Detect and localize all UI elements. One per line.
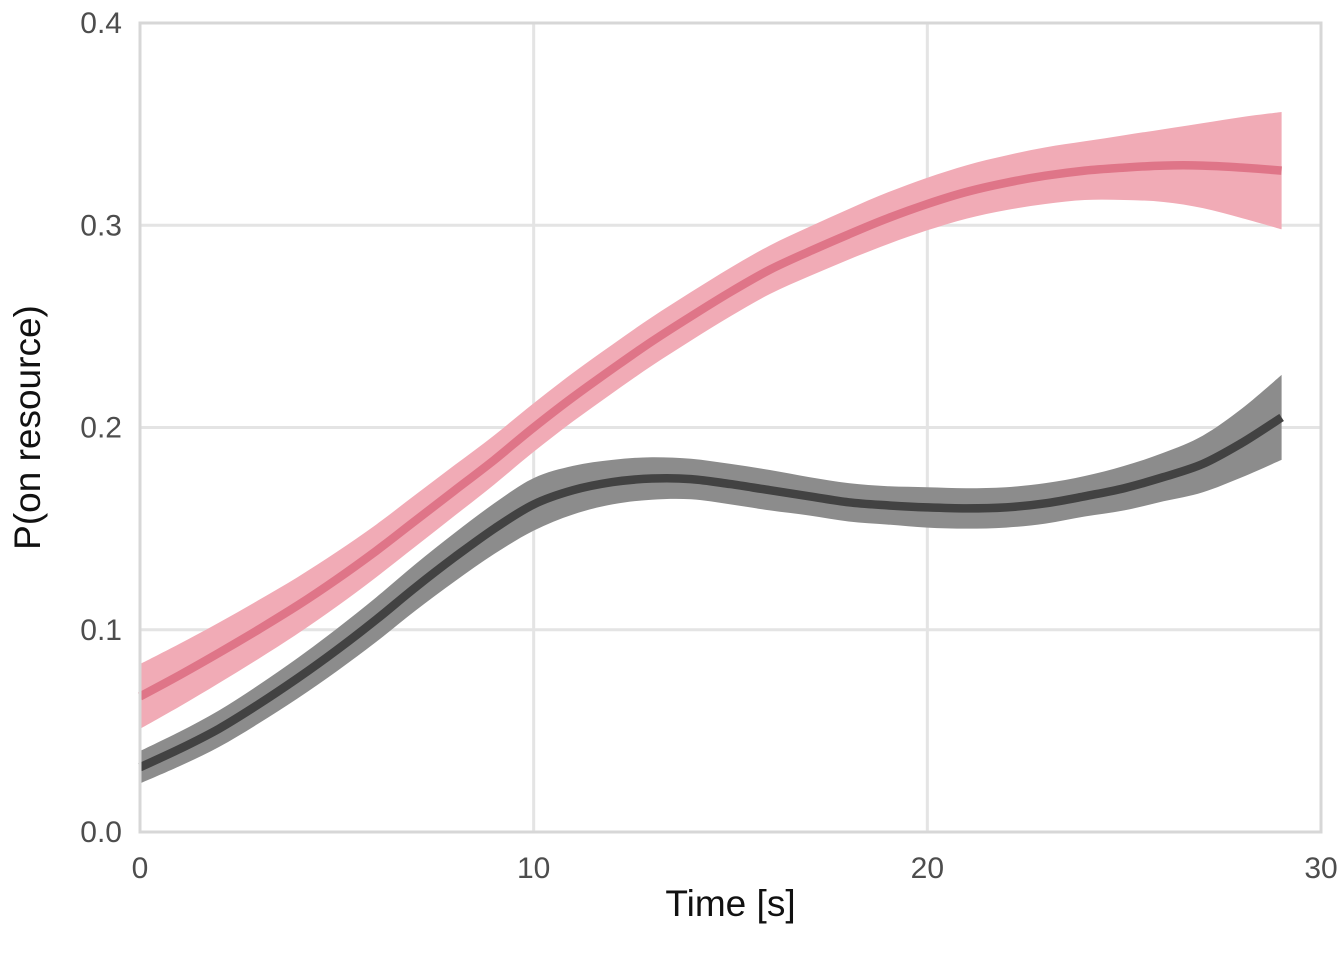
y-tick-label: 0.1 (80, 614, 122, 647)
y-tick-labels: 0.0 0.1 0.2 0.3 0.4 (80, 7, 122, 849)
ribbons-layer (140, 112, 1282, 784)
y-tick-label: 0.4 (80, 7, 122, 40)
x-tick-label: 10 (517, 852, 550, 885)
panel-border (138, 21, 1323, 834)
y-tick-label: 0.0 (80, 816, 122, 849)
y-axis-title: P(on resource) (7, 305, 48, 550)
ribbon-pink-smooth (140, 112, 1282, 729)
x-tick-label: 20 (911, 852, 944, 885)
line-pink-smooth (138, 161, 1282, 701)
x-axis-title: Time [s] (665, 883, 795, 924)
x-tick-label: 0 (132, 852, 149, 885)
line-gray-smooth (138, 413, 1284, 772)
x-tick-labels: 0 10 20 30 (132, 852, 1338, 885)
y-tick-label: 0.3 (80, 209, 122, 242)
y-tick-label: 0.2 (80, 412, 122, 445)
x-tick-label: 30 (1304, 852, 1337, 885)
lines-layer (138, 161, 1284, 772)
